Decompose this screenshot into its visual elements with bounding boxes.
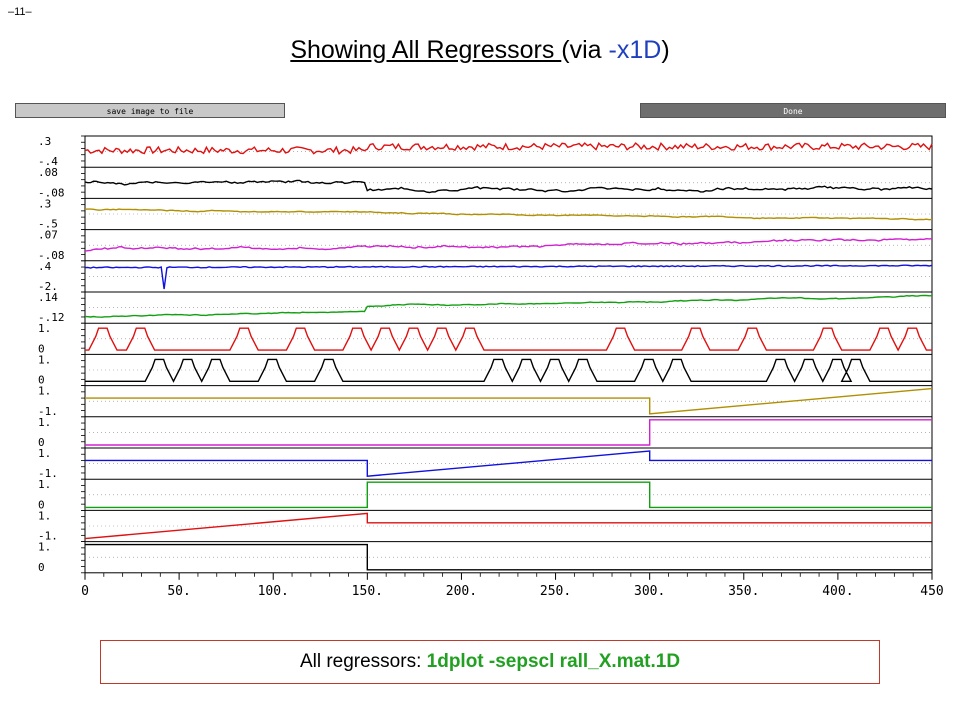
- y-axis-top-label: .3: [38, 135, 51, 148]
- y-axis-bottom-label: 0: [38, 374, 45, 387]
- series-line: [85, 387, 933, 415]
- y-axis-bottom-label: 0: [38, 561, 45, 574]
- y-axis-bottom-label: -1.: [38, 530, 58, 543]
- page-title: Showing All Regressors (via -x1D): [0, 36, 960, 65]
- y-axis-top-label: 1.: [38, 541, 51, 554]
- x-tick-label: 350.: [728, 584, 759, 599]
- save-image-button[interactable]: save image to file: [15, 103, 285, 118]
- title-suffix-close: ): [661, 36, 670, 64]
- y-axis-top-label: .14: [38, 291, 58, 304]
- series-line: [85, 481, 932, 509]
- x-tick-label: 300.: [634, 584, 665, 599]
- y-axis-bottom-label: 0: [38, 436, 45, 449]
- y-axis-bottom-label: -1.: [38, 467, 58, 480]
- page-number: –11–: [8, 6, 32, 18]
- series-line: [84, 141, 933, 155]
- y-axis-bottom-label: 0: [38, 498, 45, 511]
- y-axis-top-label: 1.: [38, 509, 51, 522]
- x-tick-label: 400.: [822, 584, 853, 599]
- series-line: [85, 358, 932, 383]
- done-button[interactable]: Done: [640, 103, 946, 118]
- caption-box: All regressors: 1dplot -sepscl rall_X.ma…: [100, 640, 880, 684]
- y-axis-top-label: .08: [38, 166, 58, 179]
- x-tick-label: 200.: [446, 584, 477, 599]
- x-tick-label: 0: [81, 584, 89, 599]
- y-axis-top-label: 1.: [38, 478, 51, 491]
- y-axis-top-label: 1.: [38, 322, 51, 335]
- y-axis-top-label: 1.: [38, 416, 51, 429]
- series-line: [84, 294, 933, 318]
- y-axis-top-label: .07: [38, 229, 58, 242]
- y-axis-bottom-label: -.08: [38, 249, 65, 262]
- y-axis-bottom-label: -.4: [38, 155, 58, 168]
- y-axis-top-label: .4: [38, 260, 52, 273]
- title-suffix-open: (via: [561, 36, 609, 64]
- y-axis-top-label: .3: [38, 197, 51, 210]
- y-axis-bottom-label: -.12: [38, 311, 65, 324]
- title-main: Showing All Regressors: [290, 36, 562, 64]
- y-axis-bottom-label: -1.: [38, 405, 58, 418]
- x-tick-label: 50.: [167, 584, 190, 599]
- series-line: [84, 179, 933, 194]
- series-line: [85, 327, 932, 352]
- y-axis-top-label: 1.: [38, 447, 51, 460]
- series-line: [84, 237, 933, 252]
- series-line: [84, 512, 932, 540]
- x-tick-label: 250.: [540, 584, 571, 599]
- y-axis-bottom-label: -.5: [38, 218, 58, 231]
- y-axis-top-label: 1.: [38, 385, 51, 398]
- series-line: [84, 208, 933, 221]
- x-tick-label: 100.: [258, 584, 289, 599]
- series-line: [85, 419, 932, 446]
- series-line: [85, 450, 932, 477]
- series-line: [85, 543, 932, 571]
- caption-command: 1dplot -sepscl rall_X.mat.1D: [426, 651, 681, 672]
- y-axis-top-label: 1.: [38, 353, 51, 366]
- x-tick-label: 150.: [352, 584, 383, 599]
- y-axis-bottom-label: -.08: [38, 186, 65, 199]
- series-line: [84, 264, 933, 290]
- title-flag: -x1D: [608, 36, 662, 64]
- regressor-plot: .3-.4.08-.08.3-.5.07-.08.4-2..14-.121.01…: [38, 135, 944, 599]
- caption-prefix: All regressors:: [299, 651, 427, 672]
- y-axis-bottom-label: -2.: [38, 280, 58, 293]
- x-tick-label: 450: [920, 584, 943, 599]
- y-axis-bottom-label: 0: [38, 342, 45, 355]
